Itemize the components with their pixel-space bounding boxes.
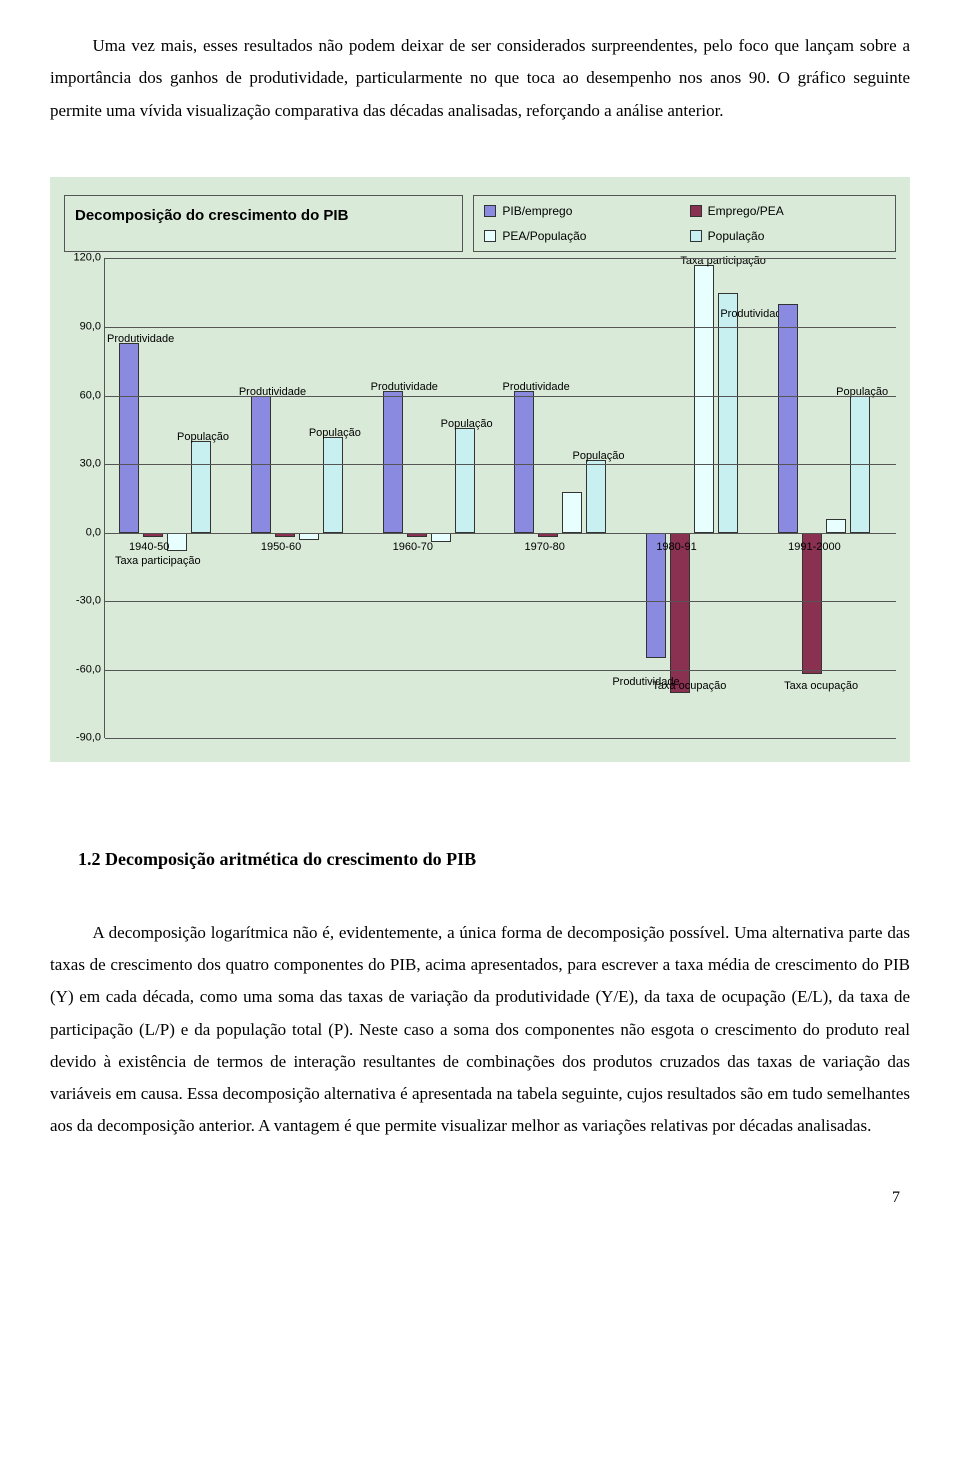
bar-pea_pop	[562, 492, 582, 533]
bar-pea_pop	[694, 265, 714, 532]
bar-pea_pop	[826, 519, 846, 533]
gridline	[105, 533, 896, 534]
y-axis-label: 90,0	[63, 317, 101, 338]
y-axis-label: 30,0	[63, 454, 101, 475]
bar-group: 1950-60 ProdutividadePopulação	[237, 258, 369, 738]
legend-label: Emprego/PEA	[708, 200, 784, 223]
y-axis-label: -90,0	[63, 728, 101, 749]
legend-item: PIB/emprego	[484, 200, 679, 223]
bar-pea_pop	[167, 533, 187, 551]
bar-populacao	[323, 437, 343, 533]
gridline	[105, 738, 896, 739]
gridline	[105, 396, 896, 397]
chart-container: Decomposição do crescimento do PIB PIB/e…	[50, 177, 910, 763]
y-axis-label: 60,0	[63, 385, 101, 406]
y-axis-label: -60,0	[63, 659, 101, 680]
bar-pib_emprego	[778, 304, 798, 533]
chart-annotation: Produtividade	[239, 382, 306, 403]
legend-item: Emprego/PEA	[690, 200, 885, 223]
legend-swatch	[484, 230, 496, 242]
chart-annotation: Taxa participação	[680, 251, 766, 272]
gridline	[105, 601, 896, 602]
gridline	[105, 464, 896, 465]
bar-populacao	[191, 441, 211, 532]
x-axis-label: 1970-80	[524, 537, 564, 558]
chart-annotation: Taxa ocupação	[784, 676, 858, 697]
legend-item: População	[690, 225, 885, 248]
bar-group: 1991-2000 População Taxa ocupação	[764, 258, 896, 738]
x-axis-label: 1950-60	[261, 537, 301, 558]
bar-populacao	[455, 428, 475, 533]
chart-plot-area: 1940-50ProdutividadePopulaçãoTaxa partic…	[104, 258, 896, 738]
chart-annotation: Taxa ocupação	[652, 676, 726, 697]
bar-pib_emprego	[383, 391, 403, 533]
chart-annotation: Taxa participação	[115, 551, 201, 572]
chart-title: Decomposição do crescimento do PIB	[64, 195, 463, 253]
gridline	[105, 327, 896, 328]
x-axis-label: 1960-70	[393, 537, 433, 558]
legend-label: População	[708, 225, 765, 248]
paragraph-1: Uma vez mais, esses resultados não podem…	[50, 30, 910, 127]
bar-pib_emprego	[119, 343, 139, 533]
page-number: 7	[50, 1183, 910, 1213]
legend-item: PEA/População	[484, 225, 679, 248]
chart-annotation: População	[441, 414, 493, 435]
paragraph-2: A decomposição logarítmica não é, eviden…	[50, 917, 910, 1143]
section-heading: 1.2 Decomposição aritmética do crescimen…	[78, 842, 910, 876]
chart-annotation: População	[836, 382, 888, 403]
bar-group: 1960-70ProdutividadePopulação	[369, 258, 501, 738]
y-axis-label: -30,0	[63, 591, 101, 612]
bar-group: 1980-91Taxa participaçãoProdutividadePro…	[632, 258, 764, 738]
bar-group: 1970-80ProdutividadePopulação	[500, 258, 632, 738]
legend-swatch	[484, 205, 496, 217]
bar-group: 1940-50ProdutividadePopulaçãoTaxa partic…	[105, 258, 237, 738]
chart-annotation: População	[309, 423, 361, 444]
legend-swatch	[690, 205, 702, 217]
bar-pea_pop	[431, 533, 451, 542]
chart-annotation: População	[177, 427, 229, 448]
legend-swatch	[690, 230, 702, 242]
gridline	[105, 670, 896, 671]
legend-label: PIB/emprego	[502, 200, 572, 223]
x-axis-label: 1980-91	[656, 537, 696, 558]
bar-populacao	[586, 460, 606, 533]
chart-legend: PIB/emprego Emprego/PEA PEA/População Popul…	[473, 195, 896, 253]
bar-populacao	[718, 293, 738, 533]
chart-annotation: Produtividade	[107, 329, 174, 350]
y-axis-label: 120,0	[63, 248, 101, 269]
bar-pib_emprego	[514, 391, 534, 533]
legend-label: PEA/População	[502, 225, 586, 248]
bar-pea_pop	[299, 533, 319, 540]
y-axis-label: 0,0	[63, 522, 101, 543]
x-axis-label: 1991-2000	[788, 537, 841, 558]
gridline	[105, 258, 896, 259]
